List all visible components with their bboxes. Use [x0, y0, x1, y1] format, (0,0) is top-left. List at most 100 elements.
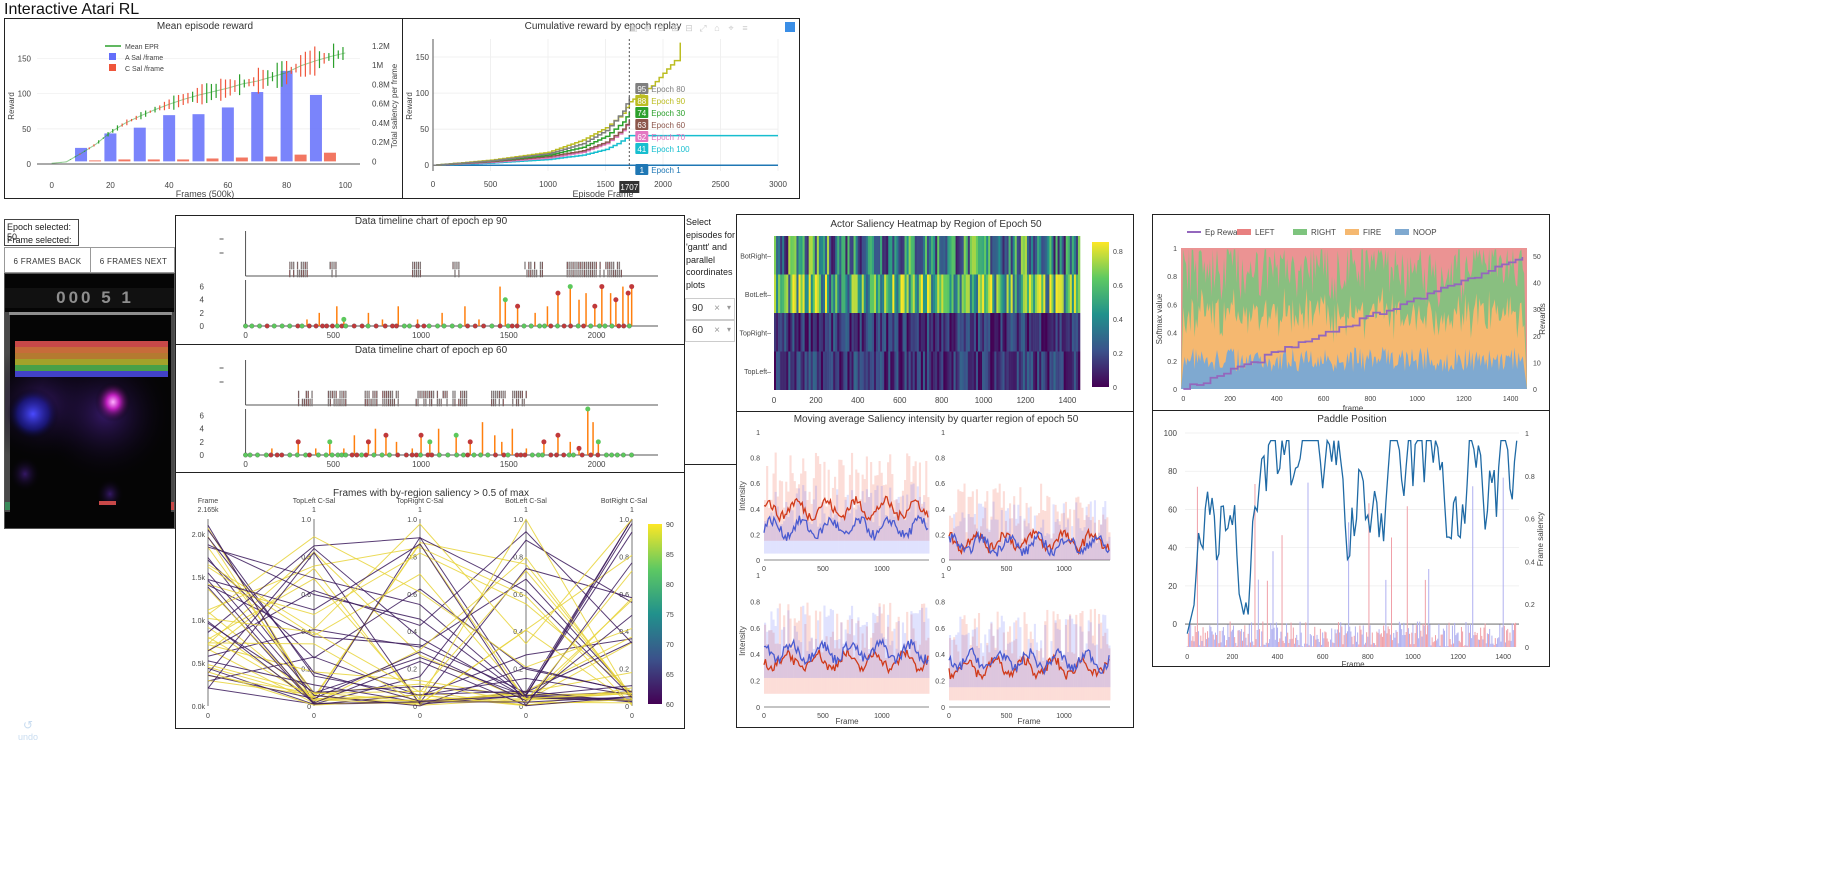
heat-cell — [920, 236, 924, 275]
event-dot — [379, 452, 385, 458]
tick-label: 40 — [1533, 281, 1541, 288]
heat-cell — [774, 313, 777, 352]
band-red — [776, 496, 779, 541]
heat-cell — [812, 313, 816, 352]
band-red — [764, 500, 767, 541]
heat-cell — [871, 313, 875, 352]
event-dot — [575, 323, 581, 329]
tick-label: 0.8 — [1167, 274, 1177, 281]
hover-badge — [635, 119, 649, 130]
heat-cell — [798, 313, 801, 352]
heat-cell — [871, 236, 875, 275]
event-dot — [306, 323, 312, 329]
toolbar-icon: ⌂ — [714, 23, 719, 33]
heat-cell — [984, 236, 987, 275]
action-softmax-chart[interactable]: Ep Reward LEFT RIGHT FIRE NOOP00.20.40.60.81… — [1153, 215, 1550, 411]
heat-cell — [774, 351, 777, 390]
heat-cell — [994, 313, 997, 352]
event-box — [370, 398, 372, 407]
parallel-coordinates-chart[interactable]: Frames with by-region saliency > 0.5 of … — [176, 473, 685, 729]
band-red — [1106, 517, 1109, 560]
band-blue — [925, 522, 928, 554]
heat-cell — [825, 236, 828, 275]
event-box — [578, 269, 580, 278]
heat-cell — [876, 274, 879, 313]
band-red — [806, 499, 809, 541]
tick-label: 0.4 — [935, 652, 945, 659]
heat-cell — [953, 313, 956, 352]
episode-select-1[interactable]: 90 × ▾ — [685, 298, 735, 320]
tick-label: 0 — [519, 704, 523, 711]
dimension-range: 1 — [524, 507, 528, 514]
band-red — [1098, 614, 1101, 701]
game-frame[interactable]: 000 5 1 — [4, 273, 175, 529]
band-red — [791, 644, 794, 694]
episode-select-2[interactable]: 60 × ▾ — [685, 320, 735, 342]
heat-cell — [935, 313, 938, 352]
heat-cell — [1016, 274, 1020, 313]
band-red — [770, 630, 773, 694]
heat-cell — [984, 274, 987, 313]
heat-cell — [843, 236, 846, 275]
clear-icon[interactable]: × — [714, 303, 720, 314]
heat-cell — [816, 236, 820, 275]
event-dot — [334, 323, 340, 329]
band-red — [1056, 511, 1059, 560]
chevron-down-icon[interactable]: ▾ — [726, 303, 731, 312]
band-blue — [855, 509, 858, 554]
band-red — [955, 512, 958, 560]
band-red — [986, 642, 989, 701]
undo-button[interactable]: ↺ undo — [17, 718, 39, 742]
heat-cell — [802, 274, 805, 313]
pc-line — [207, 559, 633, 692]
heat-cell — [816, 313, 820, 352]
band-red — [891, 631, 894, 694]
heat-cell — [841, 313, 844, 352]
heat-cell — [1026, 236, 1030, 275]
frames-next-button[interactable]: 6 FRAMES NEXT — [91, 248, 174, 272]
pc-line — [207, 543, 633, 707]
colorbar-label: 65 — [666, 672, 674, 679]
heat-cell — [957, 313, 960, 352]
heat-cell — [982, 274, 985, 313]
bar-a-sal — [280, 70, 293, 162]
chevron-down-icon[interactable]: ▾ — [726, 325, 731, 334]
heat-cell — [886, 313, 889, 352]
band-red — [848, 634, 851, 694]
heat-cell — [896, 313, 899, 352]
clear-icon[interactable]: × — [714, 325, 720, 336]
heat-cell — [955, 351, 958, 390]
band-blue — [1017, 504, 1020, 560]
paddle-position-chart[interactable]: Paddle Position02040608010000.20.40.60.8… — [1153, 411, 1550, 667]
heat-cell — [843, 313, 846, 352]
tick-label: 1.0 — [513, 517, 523, 524]
event-box — [585, 269, 588, 278]
frames-back-button[interactable]: 6 FRAMES BACK — [5, 248, 91, 272]
band-blue — [889, 645, 892, 678]
tick-label: 80 — [1168, 467, 1177, 476]
heat-cell — [908, 274, 911, 313]
band-blue — [969, 650, 972, 688]
band-red — [965, 623, 968, 701]
event-box — [582, 269, 584, 278]
band-red — [908, 456, 911, 541]
band-blue — [965, 539, 968, 560]
mean-reward-chart[interactable]: Mean episode reward05010015000.2M0.4M0.6… — [5, 19, 403, 199]
band-blue — [1017, 617, 1020, 688]
band-red — [1079, 502, 1082, 560]
heat-cell — [1024, 313, 1028, 352]
hover-x-badge — [619, 181, 640, 193]
moving-average-chart[interactable]: Moving average Saliency intensity by qua… — [737, 412, 1134, 728]
event-dot — [401, 323, 407, 329]
cumulative-reward-chart[interactable]: Cumulative reward by epoch replay0501001… — [403, 19, 800, 199]
row-label: TopRight– — [739, 330, 771, 337]
heat-cell — [1061, 274, 1064, 313]
saliency-heatmap-chart[interactable]: Actor Saliency Heatmap by Region of Epoc… — [737, 215, 1134, 412]
heat-cell — [827, 274, 830, 313]
heat-cell — [994, 236, 997, 275]
heat-cell — [776, 351, 779, 390]
heat-cell — [1053, 351, 1056, 390]
band-blue — [1021, 660, 1024, 688]
